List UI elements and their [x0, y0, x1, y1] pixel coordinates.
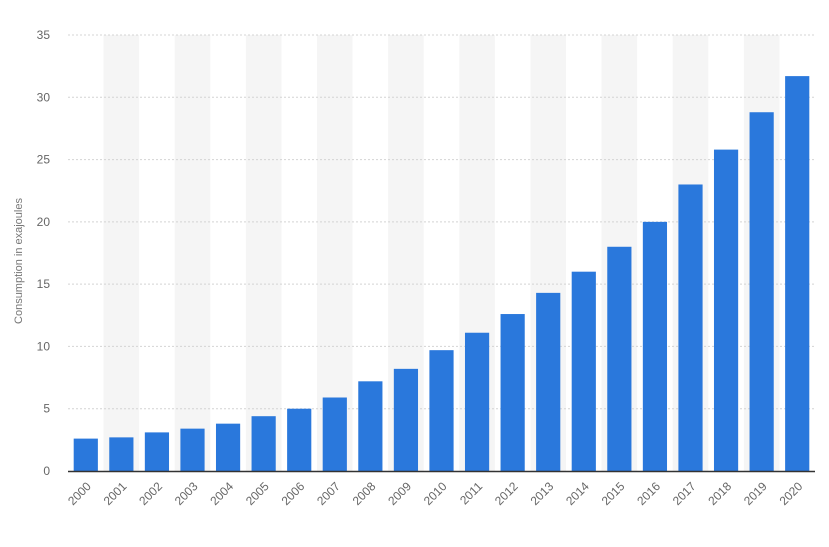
x-tick-label: 2014	[563, 479, 592, 508]
x-tick-label: 2007	[314, 479, 343, 508]
bar-2001	[109, 437, 134, 471]
x-tick-labels: 2000 2001 2002 2003 2004 2005 2006 2007 2008 2009…	[65, 479, 805, 508]
bar-2020	[785, 76, 810, 471]
x-tick-label: 2017	[670, 479, 699, 508]
bar-2000	[73, 438, 98, 471]
y-tick-label: 5	[43, 402, 50, 416]
x-tick-label: 2006	[279, 479, 308, 508]
bar-2016	[642, 221, 668, 471]
y-tick-label: 35	[37, 28, 51, 42]
x-tick-label: 2003	[172, 479, 201, 508]
bar-2010	[429, 350, 454, 471]
bar-2018	[713, 149, 739, 471]
bar-2005	[251, 416, 276, 471]
x-tick-label: 2012	[492, 479, 521, 508]
bar-2015	[607, 246, 632, 471]
bar-2004	[215, 423, 241, 471]
bar-2003	[180, 428, 205, 471]
x-tick-label: 2016	[634, 479, 663, 508]
bar-2009	[393, 368, 419, 471]
y-tick-label: 0	[43, 464, 50, 478]
x-tick-label: 2005	[243, 479, 272, 508]
y-tick-label: 25	[37, 153, 51, 167]
bar-2006	[287, 408, 312, 471]
x-tick-label: 2009	[385, 479, 414, 508]
y-tick-label: 20	[37, 215, 51, 229]
bar-2011	[464, 332, 490, 471]
bar-2012	[500, 314, 525, 471]
bars	[73, 76, 810, 471]
column-band	[103, 35, 140, 471]
x-tick-label: 2013	[528, 479, 557, 508]
y-tick-label: 30	[37, 90, 51, 104]
x-tick-label: 2001	[101, 479, 130, 508]
x-tick-label: 2008	[350, 479, 379, 508]
bar-2002	[144, 432, 170, 471]
x-tick-label: 2000	[65, 479, 94, 508]
x-tick-label: 2011	[457, 479, 485, 507]
x-tick-label: 2002	[136, 479, 165, 508]
bar-2017	[678, 184, 703, 471]
y-tick-label: 15	[37, 277, 51, 291]
x-tick-label: 2020	[777, 479, 806, 508]
y-tick-label: 10	[37, 339, 51, 353]
x-tick-label: 2019	[741, 479, 770, 508]
bar-2019	[749, 112, 774, 471]
y-axis-title: Consumption in exajoules	[13, 198, 25, 324]
y-tick-labels: 0 5 10 15 20 25 30 35	[37, 28, 51, 478]
bar-2008	[358, 381, 383, 471]
column-band	[245, 35, 282, 471]
x-tick-label: 2018	[705, 479, 734, 508]
x-tick-label: 2004	[207, 479, 236, 508]
bar-2013	[536, 292, 561, 471]
x-tick-label: 2010	[421, 479, 450, 508]
bar-2007	[322, 397, 347, 471]
bar-2014	[571, 271, 596, 471]
column-band	[174, 35, 211, 471]
x-tick-label: 2015	[599, 479, 628, 508]
